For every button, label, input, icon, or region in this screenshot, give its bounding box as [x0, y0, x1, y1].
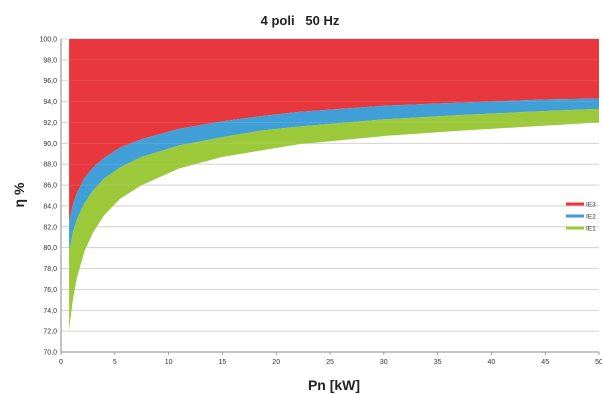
x-tick-label: 45: [541, 359, 549, 366]
y-axis-title: η %: [11, 182, 27, 207]
y-tick-label: 98,0: [43, 57, 57, 64]
y-tick-label: 94,0: [43, 99, 57, 106]
legend: IE3 IE2 IE1: [566, 201, 596, 232]
y-tick-label: 70,0: [43, 350, 57, 357]
y-tick-label: 100,0: [39, 37, 57, 44]
series-area-ie3: [69, 39, 599, 222]
x-tick-label: 5: [113, 359, 117, 366]
y-tick-label: 90,0: [43, 141, 57, 148]
x-tick-label: 40: [488, 359, 496, 366]
y-tick-label: 80,0: [43, 245, 57, 252]
y-tick-label: 92,0: [43, 120, 57, 127]
y-tick-label: 84,0: [43, 203, 57, 210]
x-axis-title: Pn [kW]: [308, 377, 360, 393]
x-tick-label: 30: [380, 359, 388, 366]
y-tick-label: 96,0: [43, 78, 57, 85]
series-area-ie2: [69, 98, 599, 252]
x-tick-label: 50: [595, 359, 602, 366]
legend-label-ie2: IE2: [586, 213, 596, 220]
x-tick-label: 25: [326, 359, 334, 366]
y-tick-label: 72,0: [43, 329, 57, 336]
x-tick-label: 35: [434, 359, 442, 366]
legend-label-ie1: IE1: [586, 225, 596, 232]
y-tick-label: 86,0: [43, 183, 57, 190]
x-tick-label: 0: [59, 359, 63, 366]
y-tick-label: 74,0: [43, 308, 57, 315]
chart-title: 4 poli 50 Hz: [261, 13, 340, 28]
y-tick-label: 78,0: [43, 266, 57, 273]
y-tick-label: 82,0: [43, 224, 57, 231]
x-tick-label: 15: [219, 359, 227, 366]
legend-label-ie3: IE3: [586, 201, 596, 208]
y-tick-label: 76,0: [43, 287, 57, 294]
x-tick-label: 20: [272, 359, 280, 366]
y-tick-label: 88,0: [43, 162, 57, 169]
x-tick-label: 10: [165, 359, 173, 366]
